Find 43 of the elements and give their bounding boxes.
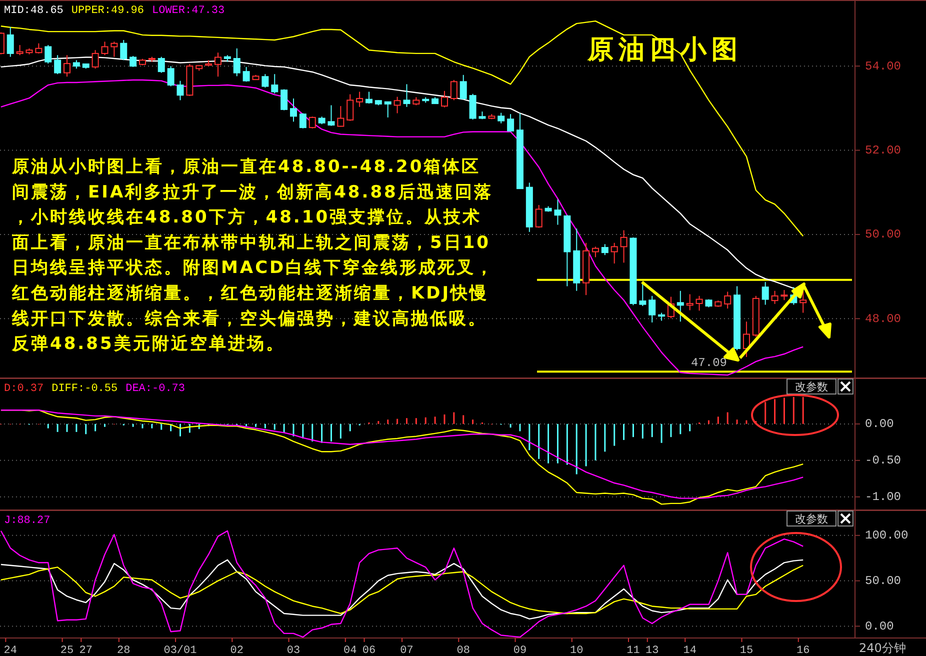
x-tick-label: 16 — [796, 645, 810, 656]
series-label: UPPER:49.96 — [71, 5, 144, 17]
x-tick-label: 02 — [230, 645, 244, 656]
y-tick-label: 0.00 — [865, 619, 894, 634]
y-tick-label: -0.50 — [865, 454, 902, 468]
text: MID:48.65 — [4, 5, 64, 17]
text: 原油四小图 — [586, 35, 742, 65]
text: DEA:-0.73 — [126, 383, 186, 395]
x-axis-title: 240分钟 — [859, 641, 906, 655]
x-tick-label: 25 — [60, 645, 74, 656]
x-tick-label: 24 — [4, 645, 18, 656]
x-tick-label: 28 — [117, 645, 130, 656]
parameter-button: 改参数 — [786, 378, 836, 394]
x-tick-label: 04 — [344, 645, 358, 656]
y-tick-label: -1.00 — [865, 490, 902, 504]
y-tick-label: 54.00 — [865, 59, 902, 74]
y-tick-label: 50.00 — [865, 574, 902, 588]
annotation: 改参数 — [795, 512, 828, 526]
x-tick-label: 06 — [362, 645, 376, 656]
annotation: 原油从小时图上看，原油一直在48.80--48.20箱体区间震荡，EIA利多拉升了一波，创新高48.88后迅速回落，小时线收线在48.80下方，48.10强支撑位。从技术面上看，原油一直在布林带中轨和上轨之间震荡，5日10日均线呈持平状态。附图MACD白线下穿金线形成死叉，红色动能柱逐渐缩量。，红色动能柱逐渐缩量，KDJ快慢线开口下发散。综合来看，空头偏强势，建议高抛低吸。反弹48.85美元附近空单进场。 — [11, 157, 495, 354]
x-tick-label: 15 — [740, 645, 754, 656]
x-tick-label: 10 — [570, 645, 584, 656]
annotation: 改参数 — [795, 380, 828, 394]
x-tick-label: 13 — [646, 645, 659, 656]
text: D:0.37 — [4, 383, 44, 395]
x-tick-label: 14 — [683, 645, 697, 656]
y-tick-label: 52.00 — [865, 143, 902, 158]
y-tick-label: 0.00 — [865, 417, 894, 432]
x-tick-label: 03 — [286, 645, 300, 656]
x-tick-label: 08 — [456, 645, 470, 656]
series-label: DIFF:-0.55 — [52, 383, 118, 395]
x-tick-label: 07 — [400, 645, 414, 656]
y-tick-label: 48.00 — [865, 312, 902, 326]
x-tick-label: 03/01 — [164, 645, 198, 656]
parameter-button: 改参数 — [786, 510, 836, 526]
x-tick-label: 27 — [79, 645, 92, 656]
x-tick-label: 09 — [513, 645, 527, 656]
y-tick-label: 100.00 — [865, 528, 908, 543]
y-tick-label: 50.00 — [865, 228, 902, 242]
series-label: J:88.27 — [4, 515, 50, 527]
x-tick-label: 11 — [626, 645, 640, 656]
annotation: 47.09 — [690, 356, 727, 370]
text: LOWER:47.33 — [152, 5, 225, 17]
